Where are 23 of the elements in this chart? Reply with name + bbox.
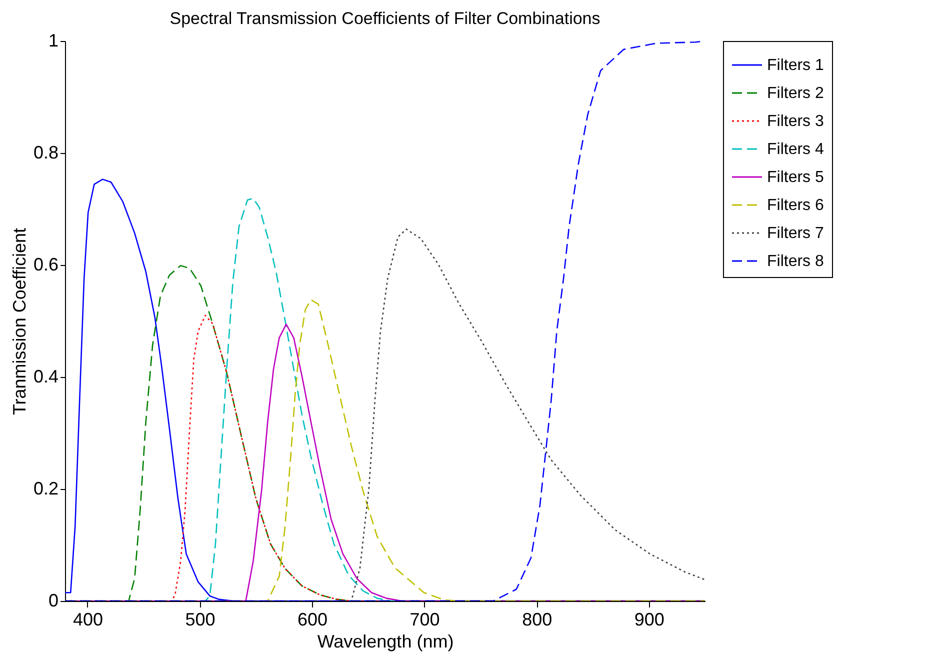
legend-label: Filters 5: [767, 169, 824, 186]
legend-label: Filters 7: [767, 225, 824, 242]
y-tick-label: 0.2: [33, 478, 58, 498]
x-axis-title: Wavelength (nm): [317, 632, 454, 652]
y-tick-label: 1: [48, 30, 58, 50]
legend-label: Filters 3: [767, 113, 824, 130]
x-tick-label: 800: [522, 610, 552, 630]
x-tick-label: 500: [185, 610, 216, 630]
y-tick-label: 0.6: [33, 254, 58, 274]
x-tick-label: 900: [634, 610, 664, 630]
y-tick-label: 0: [48, 590, 58, 610]
legend-label: Filters 1: [767, 57, 824, 74]
chart-title: Spectral Transmission Coefficients of Filter Combinations: [170, 9, 600, 28]
legend-label: Filters 2: [767, 85, 824, 102]
legend-label: Filters 6: [767, 197, 824, 214]
y-tick-label: 0.8: [33, 142, 58, 162]
y-axis-title: Tranmission Coefficient: [9, 228, 30, 416]
legend-label: Filters 4: [767, 141, 824, 158]
legend-label: Filters 8: [767, 253, 824, 270]
x-tick-label: 700: [410, 610, 440, 630]
x-tick-label: 600: [297, 610, 328, 630]
y-tick-label: 0.4: [33, 366, 58, 386]
x-tick-label: 400: [72, 610, 103, 630]
